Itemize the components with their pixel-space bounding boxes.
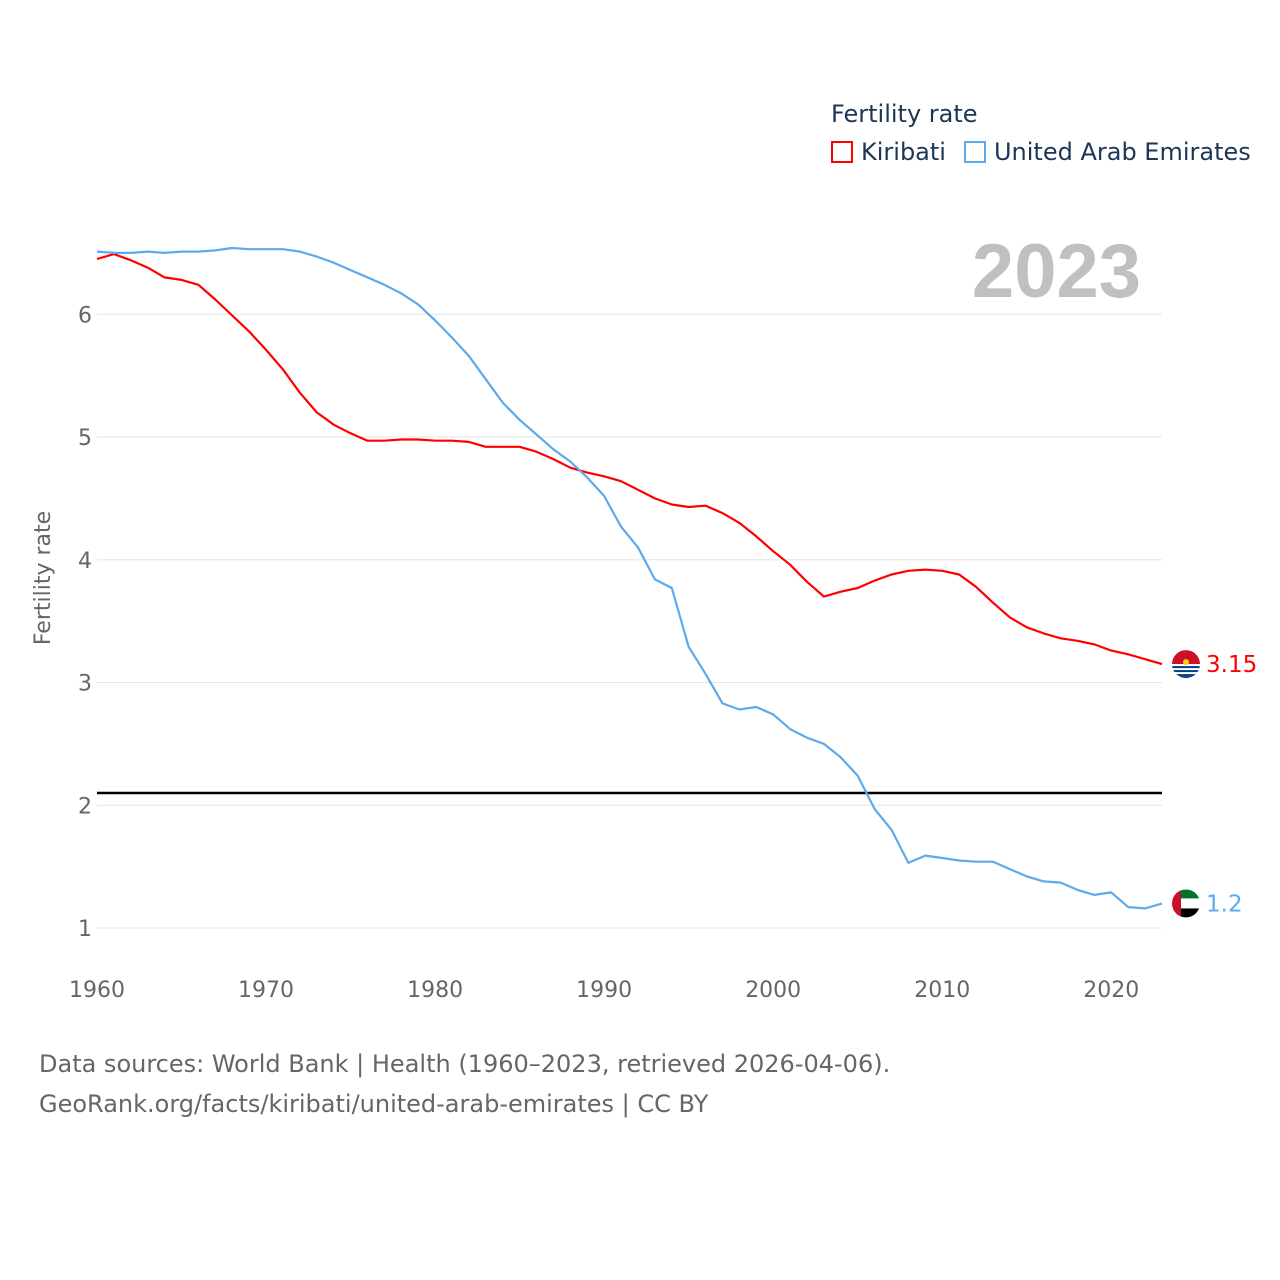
x-tick-label: 2000 bbox=[745, 978, 801, 1003]
legend-label: Kiribati bbox=[861, 138, 946, 166]
x-tick-label: 1990 bbox=[576, 978, 632, 1003]
x-tick-label: 2010 bbox=[914, 978, 970, 1003]
data-source-text: Data sources: World Bank | Health (1960–… bbox=[39, 1050, 891, 1078]
legend-item-kiribati[interactable]: Kiribati bbox=[831, 138, 946, 166]
y-tick-label: 4 bbox=[78, 549, 92, 574]
end-value-label: 1.2 bbox=[1206, 891, 1243, 917]
x-tick-label: 1970 bbox=[238, 978, 294, 1003]
legend-swatch bbox=[963, 141, 986, 163]
footer: Data sources: World Bank | Health (1960–… bbox=[39, 1044, 890, 1124]
y-tick-label: 1 bbox=[78, 917, 92, 942]
series-line-uae bbox=[96, 246, 1163, 910]
y-tick-label: 5 bbox=[78, 426, 92, 451]
y-tick-label: 3 bbox=[78, 672, 92, 697]
legend-swatch bbox=[831, 141, 853, 163]
legend-item-uae[interactable]: United Arab Emirates bbox=[963, 138, 1251, 166]
kiribati-flag-icon bbox=[1172, 650, 1200, 679]
legend-label: United Arab Emirates bbox=[993, 138, 1251, 166]
y-tick-label: 2 bbox=[78, 794, 92, 819]
series-line-kiribati bbox=[96, 253, 1163, 666]
attribution-text[interactable]: GeoRank.org/facts/kiribati/united-arab-e… bbox=[39, 1090, 709, 1118]
x-tick-label: 1960 bbox=[69, 978, 125, 1003]
y-tick-label: 6 bbox=[78, 303, 92, 328]
x-tick-label: 1980 bbox=[407, 978, 463, 1003]
x-tick-label: 2020 bbox=[1083, 978, 1139, 1003]
current-year-label: 2023 bbox=[971, 229, 1141, 314]
legend: Fertility rate Kiribati United Arab Emir… bbox=[831, 100, 1269, 166]
end-value-label: 3.15 bbox=[1206, 652, 1257, 678]
legend-title: Fertility rate bbox=[831, 100, 978, 128]
uae-flag-icon bbox=[1172, 889, 1200, 918]
y-axis-title: Fertility rate bbox=[31, 511, 56, 645]
